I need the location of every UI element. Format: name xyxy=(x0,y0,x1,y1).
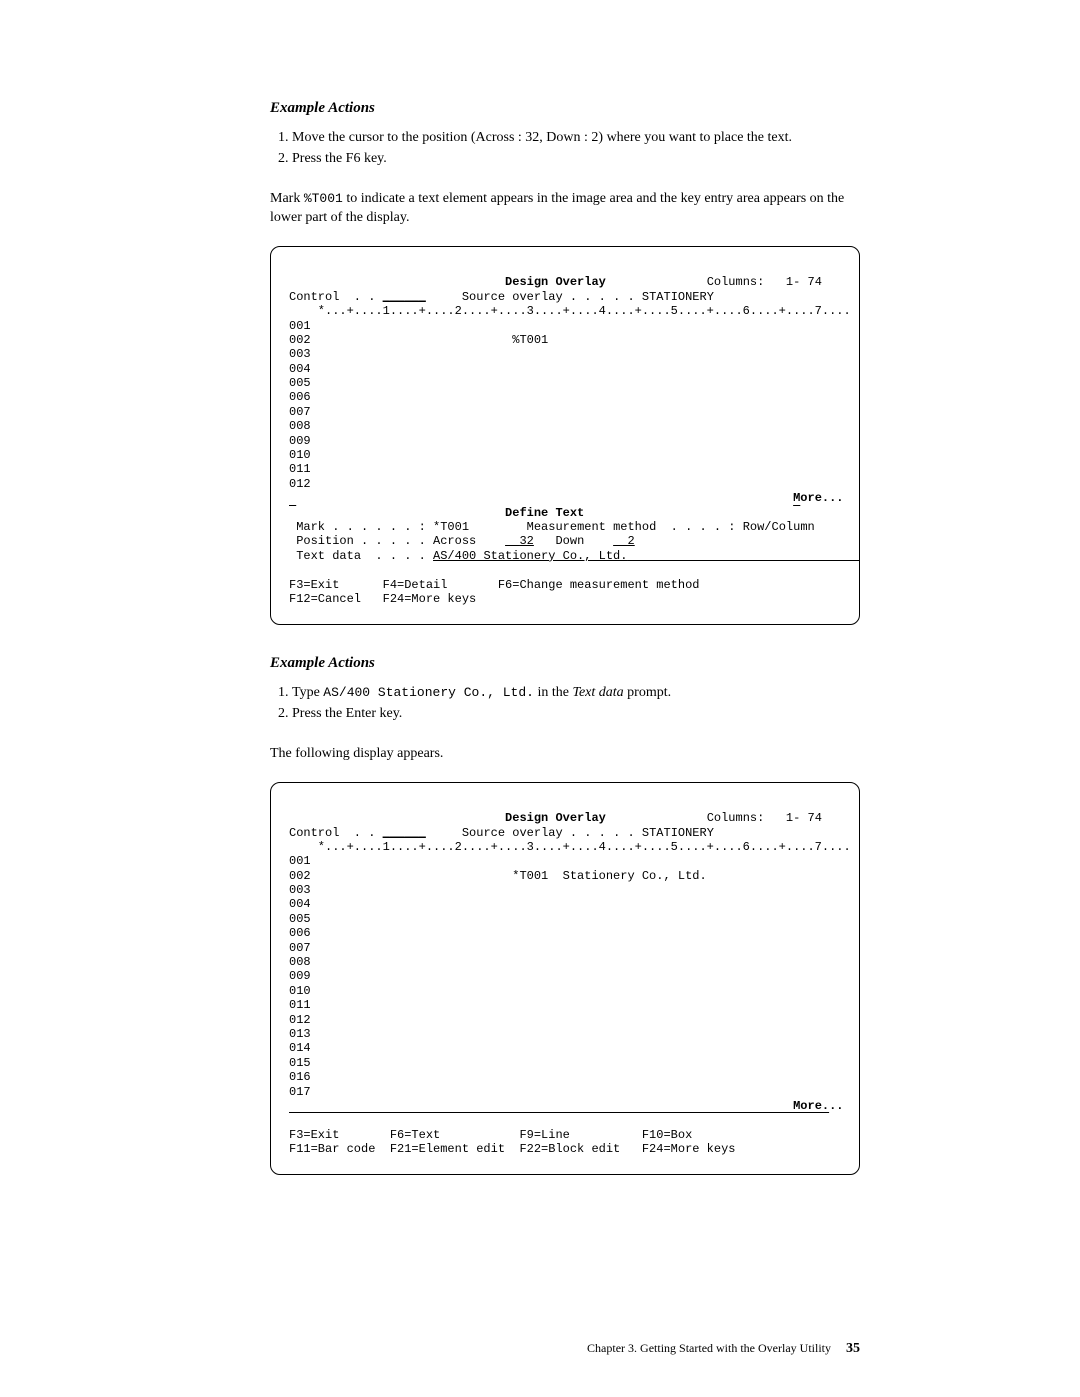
footer-chapter: Chapter 3. Getting Started with the Over… xyxy=(587,1341,831,1355)
s1-text-lbl: Text data . . . . xyxy=(296,549,426,563)
sb-step1-post: prompt. xyxy=(624,685,671,700)
s1-text-val[interactable]: AS/400 Stationery Co., Ltd. xyxy=(433,549,860,563)
s2-l011: 011 xyxy=(289,998,311,1012)
s1-control-lbl: Control . . xyxy=(289,290,375,304)
s1-mark-lbl: Mark . . . . . . : xyxy=(296,520,426,534)
s1-l010: 010 xyxy=(289,448,311,462)
s1-pos-across-val[interactable]: 32 xyxy=(505,534,534,548)
s1-pos-down-lbl: Down xyxy=(555,534,584,548)
s2-l009: 009 xyxy=(289,969,311,983)
s1-pos-lbl: Position . . . . . xyxy=(296,534,426,548)
section-a-list: Move the cursor to the position (Across … xyxy=(270,129,860,169)
s1-meas-val: Row/Column xyxy=(743,520,815,534)
s1-meas-lbl: Measurement method . . . . : xyxy=(527,520,736,534)
s1-src-lbl: Source overlay . . . . . xyxy=(462,290,635,304)
footer-page-number: 35 xyxy=(846,1341,860,1356)
terminal-screen-2: Design Overlay Columns: 1- 74 Control . … xyxy=(270,782,860,1176)
s2-l010: 010 xyxy=(289,984,311,998)
s2-l001: 001 xyxy=(289,854,311,868)
s1-src-val: STATIONERY xyxy=(642,290,714,304)
section-b-list: Type AS/400 Stationery Co., Ltd. in the … xyxy=(270,684,860,724)
page-footer: Chapter 3. Getting Started with the Over… xyxy=(587,1341,860,1357)
s1-title: Design Overlay xyxy=(505,275,606,289)
s2-l002: 002 *T001 Stationery Co., Ltd. xyxy=(289,869,707,883)
s1-define: Define Text xyxy=(505,506,584,520)
s1-ruler: *...+....1....+....2....+....3....+....4… xyxy=(289,304,851,318)
s2-control-lbl: Control . . xyxy=(289,826,375,840)
s2-l005: 005 xyxy=(289,912,311,926)
section-a-step2: Press the F6 key. xyxy=(292,150,860,169)
section-b-step2: Press the Enter key. xyxy=(292,705,860,724)
s1-columns: Columns: 1- 74 xyxy=(707,275,822,289)
paragraph-2: The following display appears. xyxy=(270,744,860,764)
s1-l011: 011 xyxy=(289,462,311,476)
s2-l014: 014 xyxy=(289,1041,311,1055)
s2-l016: 016 xyxy=(289,1070,311,1084)
s2-l012: 012 xyxy=(289,1013,311,1027)
s1-l004: 004 xyxy=(289,362,311,376)
s2-columns: Columns: 1- 74 xyxy=(707,811,822,825)
s1-l002: 002 %T001 xyxy=(289,333,548,347)
s2-l015: 015 xyxy=(289,1056,311,1070)
sb-step1-pre: Type xyxy=(292,685,323,700)
s1-l003: 003 xyxy=(289,347,311,361)
s2-ruler: *...+....1....+....2....+....3....+....4… xyxy=(289,840,851,854)
sb-step1-mid: in the xyxy=(534,685,573,700)
s1-l001: 001 xyxy=(289,319,311,333)
s1-mark-val: *T001 xyxy=(433,520,469,534)
terminal-screen-1: Design Overlay Columns: 1- 74 Control . … xyxy=(270,246,860,625)
s2-src-val: STATIONERY xyxy=(642,826,714,840)
s2-fk-row1: F3=Exit F6=Text F9=Line F10=Box xyxy=(289,1128,692,1142)
s2-l013: 013 xyxy=(289,1027,311,1041)
s1-pos-down-val[interactable]: 2 xyxy=(613,534,635,548)
para1-code: %T001 xyxy=(304,191,343,206)
s1-control-val[interactable]: ______ xyxy=(383,290,426,304)
s1-l006: 006 xyxy=(289,390,311,404)
s1-l008: 008 xyxy=(289,419,311,433)
s2-l007: 007 xyxy=(289,941,311,955)
para1-post: to indicate a text element appears in th… xyxy=(270,191,844,226)
s2-l003: 003 xyxy=(289,883,311,897)
s2-title: Design Overlay xyxy=(505,811,606,825)
s2-l006: 006 xyxy=(289,926,311,940)
s2-l004: 004 xyxy=(289,897,311,911)
paragraph-1: Mark %T001 to indicate a text element ap… xyxy=(270,189,860,228)
s2-fk-row2: F11=Bar code F21=Element edit F22=Block … xyxy=(289,1142,735,1156)
s1-pos-across-lbl: Across xyxy=(433,534,476,548)
s2-more: More... xyxy=(793,1099,843,1113)
s1-l009: 009 xyxy=(289,434,311,448)
section-b-heading: Example Actions xyxy=(270,655,860,672)
s2-control-val[interactable]: ______ xyxy=(383,826,426,840)
s1-fk-row2: F12=Cancel F24=More keys xyxy=(289,592,476,606)
s1-l005: 005 xyxy=(289,376,311,390)
para1-pre: Mark xyxy=(270,191,304,206)
s1-more: More... xyxy=(793,491,843,505)
section-a-step1: Move the cursor to the position (Across … xyxy=(292,129,860,148)
sb-step1-ital: Text data xyxy=(572,685,623,700)
s1-l007: 007 xyxy=(289,405,311,419)
s1-l012: 012 xyxy=(289,477,311,491)
s2-src-lbl: Source overlay . . . . . xyxy=(462,826,635,840)
section-a-heading: Example Actions xyxy=(270,100,860,117)
s1-fk-row1: F3=Exit F4=Detail F6=Change measurement … xyxy=(289,578,699,592)
s2-l008: 008 xyxy=(289,955,311,969)
s2-l017: 017 xyxy=(289,1085,311,1099)
section-b-step1: Type AS/400 Stationery Co., Ltd. in the … xyxy=(292,684,860,703)
sb-step1-code: AS/400 Stationery Co., Ltd. xyxy=(323,685,534,700)
